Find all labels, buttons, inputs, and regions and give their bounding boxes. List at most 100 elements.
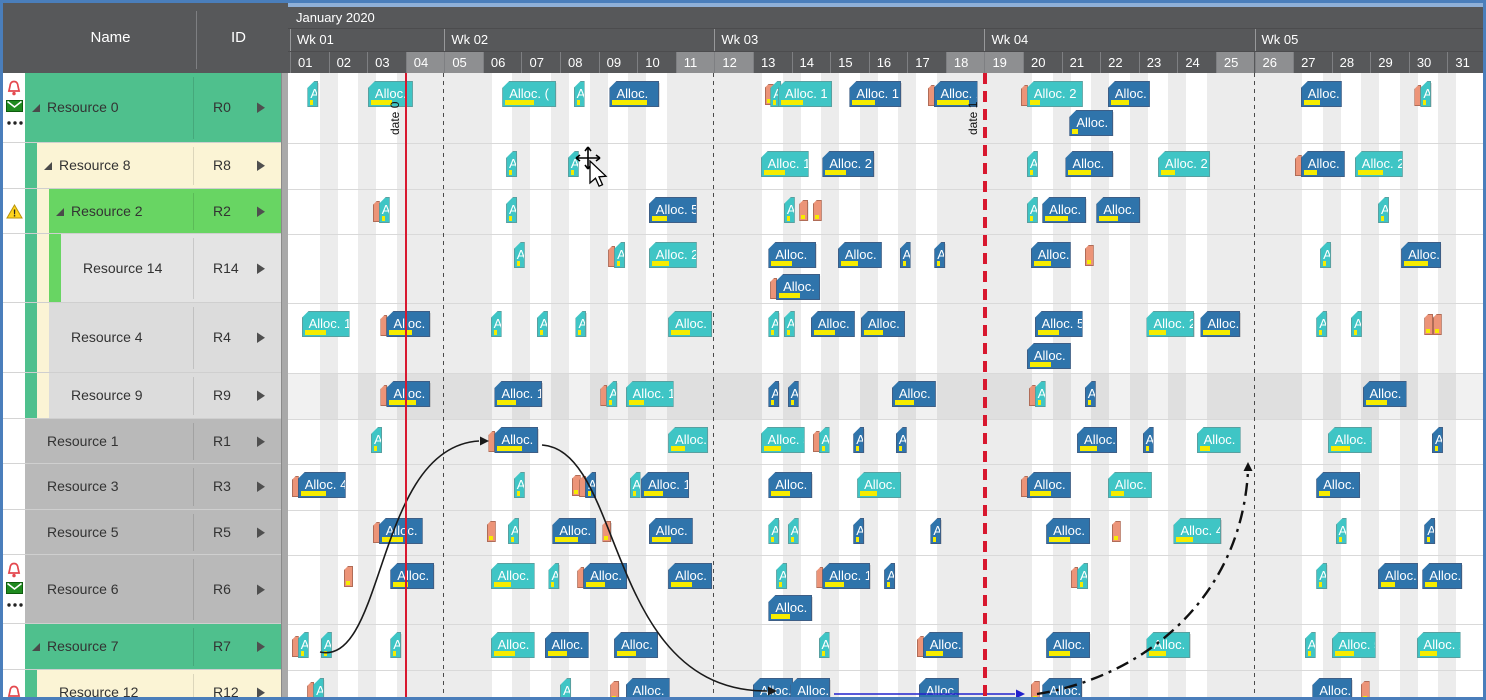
allocation-bar[interactable]: Alloc.	[1362, 381, 1407, 407]
allocation-fragment-bar[interactable]	[799, 200, 809, 221]
allocation-bar[interactable]: Alloc. 5	[1034, 311, 1083, 337]
column-header-name[interactable]: Name	[90, 29, 131, 46]
table-chart-splitter[interactable]	[281, 73, 288, 697]
allocation-fragment-bar[interactable]	[812, 200, 822, 221]
allocation-bar[interactable]: Alloc. 2	[822, 151, 875, 177]
allocation-bar[interactable]: Alloc. 1	[891, 381, 936, 407]
allocation-bar[interactable]: Alloc.	[494, 427, 539, 453]
row-detail-arrow-icon[interactable]	[257, 160, 266, 172]
allocation-bar[interactable]: Alloc.	[386, 381, 431, 407]
allocation-bar[interactable]: Alloc.	[583, 563, 628, 589]
expand-icon[interactable]	[31, 642, 41, 652]
allocation-bar[interactable]: Alloc.	[1042, 197, 1087, 223]
row-detail-arrow-icon[interactable]	[257, 527, 266, 539]
allocation-fragment-bar[interactable]	[1111, 521, 1121, 542]
allocation-bar[interactable]: Alloc. 1	[301, 311, 350, 337]
allocation-fragment-bar[interactable]	[1360, 681, 1370, 697]
row-detail-arrow-icon[interactable]	[257, 641, 266, 653]
allocation-bar[interactable]: Alloc.	[922, 632, 963, 658]
allocation-bar[interactable]: Alloc.	[776, 274, 821, 300]
allocation-bar[interactable]: Alloc. 5	[648, 197, 697, 223]
allocation-bar[interactable]: Alloc. 1	[822, 563, 871, 589]
allocation-bar[interactable]: Alloc. 1	[760, 151, 809, 177]
resource-row[interactable]: Resource 5 R5	[25, 510, 281, 555]
allocation-bar[interactable]: Alloc.	[857, 472, 902, 498]
allocation-bar[interactable]: Alloc.	[768, 242, 817, 268]
expand-icon[interactable]	[43, 161, 53, 171]
allocation-bar[interactable]: Alloc. 1	[494, 381, 543, 407]
allocation-bar[interactable]: Alloc. 4	[1107, 81, 1150, 107]
allocation-bar[interactable]: Alloc. 2	[1422, 563, 1463, 589]
resource-row[interactable]: Resource 12 R12	[25, 670, 281, 697]
allocation-bar[interactable]: Alloc.	[609, 81, 660, 107]
resource-row[interactable]: Resource 3 R3	[25, 464, 281, 510]
allocation-bar[interactable]: Alloc.	[1030, 242, 1071, 268]
allocation-bar[interactable]: Alloc. 1	[933, 81, 978, 107]
row-detail-arrow-icon[interactable]	[257, 481, 266, 493]
allocation-bar[interactable]: Alloc. 2	[1146, 311, 1195, 337]
allocation-bar[interactable]: Alloc. 2	[1316, 472, 1361, 498]
allocation-fragment-bar[interactable]	[486, 521, 496, 542]
allocation-fragment-bar[interactable]	[610, 681, 620, 697]
link-scurve-up[interactable]	[319, 436, 489, 654]
expand-icon[interactable]	[55, 207, 65, 217]
column-header-id[interactable]: ID	[231, 29, 246, 46]
allocation-fragment-bar[interactable]	[602, 521, 612, 542]
allocation-bar[interactable]: Alloc.	[1401, 242, 1442, 268]
allocation-bar[interactable]: Alloc. 1	[1107, 472, 1152, 498]
row-detail-arrow-icon[interactable]	[257, 206, 266, 218]
allocation-bar[interactable]: Alloc.	[1026, 343, 1071, 369]
allocation-bar[interactable]: Alloc. 1	[1026, 472, 1071, 498]
allocation-bar[interactable]: Alloc.	[614, 632, 659, 658]
dots-icon[interactable]	[6, 120, 24, 137]
allocation-bar[interactable]: Alloc.	[544, 632, 589, 658]
allocation-bar[interactable]: Alloc. 2	[1158, 151, 1211, 177]
allocation-bar[interactable]: Alloc.	[668, 563, 713, 589]
row-detail-arrow-icon[interactable]	[257, 102, 266, 114]
allocation-bar[interactable]: Alloc.	[648, 518, 693, 544]
dots-icon[interactable]	[6, 602, 24, 619]
allocation-bar[interactable]: Alloc.	[386, 311, 431, 337]
allocation-bar[interactable]: Alloc. (	[502, 81, 557, 107]
allocation-bar[interactable]: Alloc.	[552, 518, 597, 544]
allocation-fragment-bar[interactable]	[1030, 681, 1040, 697]
allocation-bar[interactable]: Alloc.	[378, 518, 423, 544]
allocation-bar[interactable]: Alloc. 1	[625, 381, 674, 407]
allocation-bar[interactable]: Alloc. 5	[1331, 632, 1376, 658]
row-detail-arrow-icon[interactable]	[257, 584, 266, 596]
allocation-bar[interactable]: Alloc. 1	[778, 81, 833, 107]
allocation-bar[interactable]: Alloc. 1	[849, 81, 902, 107]
allocation-bar[interactable]: Alloc. (	[668, 311, 713, 337]
resource-row[interactable]: Resource 6 R6	[25, 555, 281, 624]
allocation-bar[interactable]: Alloc.	[625, 678, 670, 697]
allocation-bar[interactable]: Alloc. 2	[1026, 81, 1083, 107]
link-dashdot[interactable]	[1036, 462, 1253, 696]
row-detail-arrow-icon[interactable]	[257, 263, 266, 275]
allocation-bar[interactable]: Alloc.	[837, 242, 882, 268]
resource-row[interactable]: Resource 14 R14	[25, 234, 281, 303]
allocation-bar[interactable]: Alloc.	[668, 427, 709, 453]
resource-row[interactable]: Resource 8 R8	[25, 143, 281, 189]
allocation-bar[interactable]: Alloc.	[1200, 311, 1241, 337]
allocation-bar[interactable]: Alloc.	[1196, 427, 1241, 453]
allocation-bar[interactable]: Alloc.	[1046, 518, 1091, 544]
row-detail-arrow-icon[interactable]	[257, 436, 266, 448]
resource-row[interactable]: Resource 0 R0	[25, 73, 281, 143]
allocation-bar[interactable]: Alloc. 2	[1354, 151, 1403, 177]
allocation-bar[interactable]: Alloc.	[1077, 427, 1118, 453]
allocation-bar[interactable]: Alloc.	[1046, 632, 1091, 658]
date-line[interactable]	[405, 73, 408, 697]
allocation-bar[interactable]: Alloc.	[1096, 197, 1141, 223]
resource-row[interactable]: Resource 4 R4	[25, 303, 281, 373]
allocation-bar[interactable]: Alloc.	[1312, 678, 1353, 697]
allocation-bar[interactable]: Alloc.	[490, 632, 535, 658]
date-line[interactable]	[983, 73, 988, 697]
allocation-fragment-bar[interactable]	[344, 566, 353, 587]
expand-icon[interactable]	[31, 103, 41, 113]
allocation-bar[interactable]: Alloc.	[1300, 151, 1345, 177]
allocation-bar[interactable]: Alloc. 1	[490, 563, 535, 589]
allocation-bar[interactable]: Alloc. (	[1146, 632, 1191, 658]
resource-row[interactable]: Resource 7 R7	[25, 624, 281, 670]
allocation-bar[interactable]: Alloc. 1	[1377, 563, 1418, 589]
allocation-bar[interactable]: Alloc.	[1300, 81, 1342, 107]
